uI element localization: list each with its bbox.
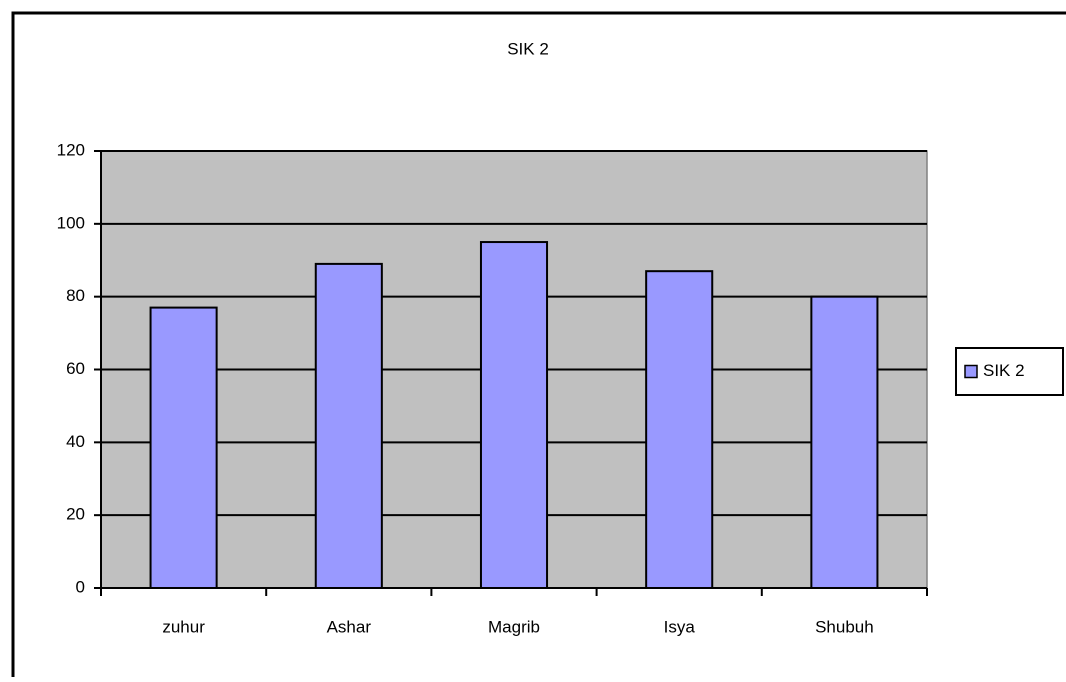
x-tick-label: zuhur xyxy=(162,617,205,636)
y-tick-label: 20 xyxy=(66,505,85,524)
x-tick-label: Magrib xyxy=(488,617,540,636)
bar xyxy=(645,270,714,589)
legend-swatch xyxy=(964,364,978,379)
y-tick-label: 120 xyxy=(57,140,85,159)
y-tick-label: 100 xyxy=(57,213,85,232)
bar xyxy=(149,306,218,589)
y-tick-label: 40 xyxy=(66,432,85,451)
legend-label: SIK 2 xyxy=(983,361,1025,380)
x-tick-label: Shubuh xyxy=(815,617,874,636)
y-tick-label: 0 xyxy=(76,577,85,596)
x-tick-label: Isya xyxy=(664,617,696,636)
bar xyxy=(810,295,879,589)
y-tick-label: 80 xyxy=(66,286,85,305)
bar xyxy=(479,241,549,590)
chart-title: SIK 2 xyxy=(507,39,549,58)
y-tick-label: 60 xyxy=(66,359,85,378)
x-tick-label: Ashar xyxy=(327,617,372,636)
bar xyxy=(314,262,383,589)
